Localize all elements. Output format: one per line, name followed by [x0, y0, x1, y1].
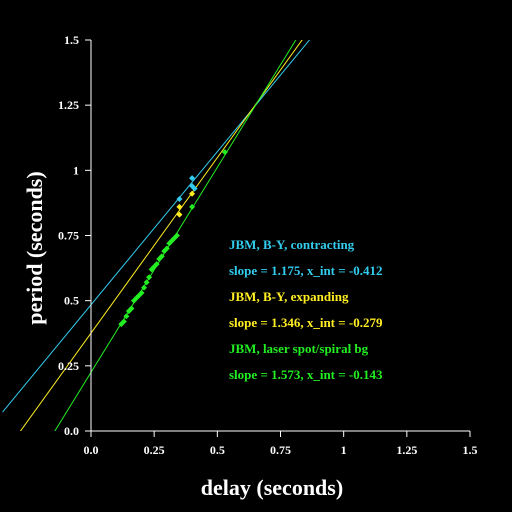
x-tick-label: 1.5 [463, 443, 478, 457]
fit-lines [2, 40, 311, 431]
legend-series-name: JBM, B-Y, expanding [229, 289, 349, 304]
fit-line [2, 40, 311, 413]
data-point [176, 196, 183, 203]
data-point [153, 261, 160, 268]
x-axis-title: delay (seconds) [201, 475, 343, 500]
data-point [221, 149, 228, 156]
data-point [138, 289, 145, 296]
x-tick-label: 1.25 [396, 443, 417, 457]
y-tick-label: 1.25 [58, 98, 79, 112]
axes: 0.0 0.25 0.5 0.75 1 1.25 1.5 0.0 0.25 0.5 0.75 1 1.2… [58, 33, 478, 457]
legend-fit-label: slope = 1.573, x_int = -0.143 [229, 367, 383, 382]
y-tick-label: 0.75 [58, 229, 79, 243]
y-tick-label: 0.25 [58, 359, 79, 373]
data-point [128, 305, 135, 312]
data-point [156, 255, 163, 262]
data-point [123, 313, 130, 320]
data-point [189, 175, 196, 182]
legend: JBM, B-Y, contracting slope = 1.175, x_in… [229, 237, 383, 382]
data-point [146, 274, 153, 281]
x-tick-label: 0.75 [270, 443, 291, 457]
fit-line [54, 40, 297, 431]
data-point [141, 284, 148, 291]
y-tick-label: 0.0 [64, 424, 79, 438]
data-point [143, 279, 150, 286]
legend-series-name: JBM, laser spot/spiral bg [229, 341, 369, 356]
data-point [191, 185, 198, 192]
data-point [176, 203, 183, 210]
data-points [118, 149, 228, 328]
data-point [176, 211, 183, 218]
x-tick-label: 0.25 [144, 443, 165, 457]
data-point [189, 203, 196, 210]
data-point [189, 190, 196, 197]
data-point [158, 253, 165, 260]
y-axis-title: period (seconds) [22, 171, 47, 324]
x-tick-label: 1 [341, 443, 347, 457]
legend-fit-label: slope = 1.346, x_int = -0.279 [229, 315, 383, 330]
x-tick-label: 0.0 [84, 443, 99, 457]
legend-series-name: JBM, B-Y, contracting [229, 237, 355, 252]
y-tick-label: 0.5 [64, 294, 79, 308]
x-tick-label: 0.5 [210, 443, 225, 457]
data-point [163, 245, 170, 252]
data-point [173, 232, 180, 239]
legend-fit-label: slope = 1.175, x_int = -0.412 [229, 263, 383, 278]
data-point [120, 318, 127, 325]
fit-line [19, 40, 303, 431]
y-tick-label: 1.5 [64, 33, 79, 47]
y-tick-label: 1 [73, 163, 79, 177]
